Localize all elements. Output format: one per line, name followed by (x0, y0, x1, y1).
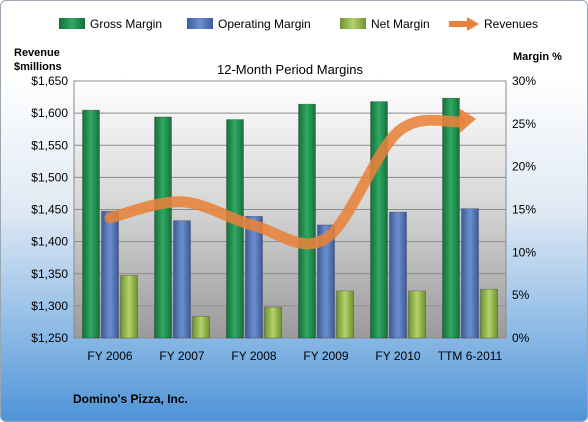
right-tick-label: 15% (512, 203, 536, 217)
revenue-arrow-head (460, 108, 476, 133)
right-tick-label: 30% (512, 74, 536, 88)
bar-operating-margin (173, 220, 191, 339)
legend-swatch-gross-margin (59, 18, 85, 29)
bar-gross-margin (370, 101, 388, 339)
left-tick-label: $1,600 (31, 106, 68, 120)
right-axis-title: Margin % (513, 51, 562, 63)
right-tick-label: 10% (512, 245, 536, 259)
category-label: TTM 6-2011 (438, 349, 503, 363)
legend-label-revenues: Revenues (484, 17, 538, 31)
legend-swatch-operating-margin (187, 18, 213, 29)
legend-label-gross-margin: Gross Margin (90, 17, 162, 31)
category-label: FY 2008 (231, 349, 276, 363)
right-tick-label: 25% (512, 117, 536, 131)
bar-net-margin (192, 316, 210, 339)
bar-net-margin (480, 288, 498, 339)
left-tick-label: $1,350 (31, 267, 68, 281)
bar-operating-margin (317, 224, 335, 339)
bar-gross-margin (82, 109, 100, 339)
left-axis-ticks: $1,250 $1,300 $1,350 $1,400 $1,450 $1,500 $1,5… (31, 74, 68, 345)
bar-net-margin (408, 290, 426, 339)
left-tick-label: $1,300 (31, 299, 68, 313)
left-tick-label: $1,650 (31, 74, 68, 88)
category-label: FY 2009 (303, 349, 348, 363)
bar-net-margin (336, 290, 354, 339)
bar-gross-margin (298, 103, 316, 339)
legend-arrow-icon (467, 17, 479, 31)
right-tick-label: 5% (512, 288, 530, 302)
bar-gross-margin (442, 97, 460, 339)
right-tick-label: 0% (512, 331, 530, 345)
company-name: Domino's Pizza, Inc. (73, 392, 188, 406)
gridlines (74, 80, 506, 339)
left-tick-label: $1,550 (31, 138, 68, 152)
category-label: FY 2010 (375, 349, 420, 363)
left-tick-label: $1,500 (31, 170, 68, 184)
right-axis-ticks: 0% 5% 10% 15% 20% 25% 30% (512, 74, 536, 345)
legend-item-gross-margin: Gross Margin (59, 17, 162, 31)
bar-gross-margin (154, 116, 172, 339)
bar-net-margin (264, 306, 282, 339)
category-label: FY 2006 (87, 349, 132, 363)
bars (82, 97, 498, 339)
bar-gross-margin (226, 119, 244, 339)
category-labels: FY 2006 FY 2007 FY 2008 FY 2009 FY 2010 TTM 6… (87, 349, 502, 363)
left-tick-label: $1,250 (31, 331, 68, 345)
legend-item-revenues: Revenues (449, 17, 538, 31)
bar-operating-margin (389, 211, 407, 339)
bar-operating-margin (101, 210, 119, 339)
legend: Gross Margin Operating Margin Net Margin… (59, 17, 538, 31)
category-label: FY 2007 (159, 349, 204, 363)
left-tick-label: $1,400 (31, 235, 68, 249)
legend-item-operating-margin: Operating Margin (187, 17, 311, 31)
legend-swatch-net-margin (340, 18, 366, 29)
bar-operating-margin (461, 208, 479, 339)
left-axis-title-line1: Revenue (14, 47, 60, 59)
bar-operating-margin (245, 216, 263, 339)
chart-title: 12-Month Period Margins (217, 62, 363, 77)
right-tick-label: 20% (512, 160, 536, 174)
legend-item-net-margin: Net Margin (340, 17, 430, 31)
left-axis-title-line2: $millions (14, 61, 62, 73)
left-tick-label: $1,450 (31, 203, 68, 217)
revenue-line (104, 108, 476, 250)
legend-label-operating-margin: Operating Margin (218, 17, 311, 31)
bar-net-margin (120, 275, 138, 339)
legend-label-net-margin: Net Margin (371, 17, 430, 31)
revenue-line-path (104, 114, 466, 250)
